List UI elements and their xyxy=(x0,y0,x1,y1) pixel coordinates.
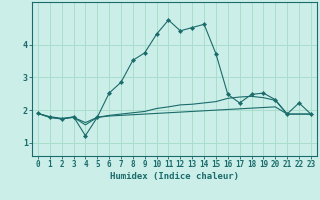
X-axis label: Humidex (Indice chaleur): Humidex (Indice chaleur) xyxy=(110,172,239,181)
